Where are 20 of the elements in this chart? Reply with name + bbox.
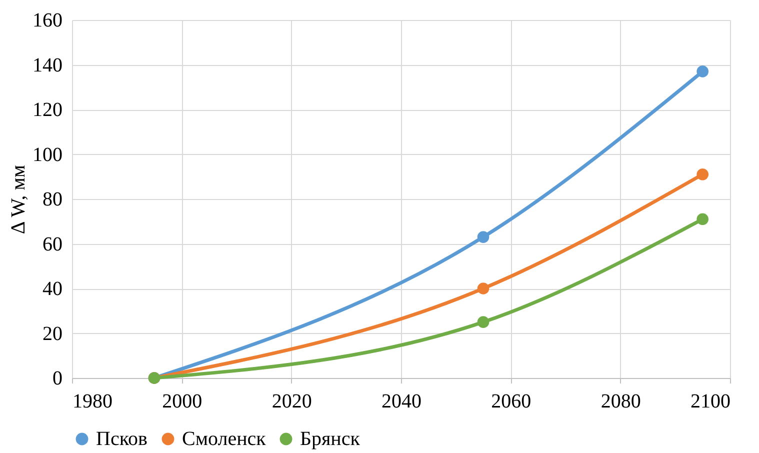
y-axis-title: Δ W, мм — [8, 164, 30, 234]
y-tick-label: 100 — [32, 144, 62, 166]
legend-label: Псков — [96, 428, 148, 450]
y-tick-label: 140 — [32, 54, 62, 76]
x-tick-label: 2000 — [162, 390, 202, 412]
y-tick-label: 120 — [32, 99, 62, 121]
y-tick-label: 80 — [42, 188, 62, 210]
y-tick-label: 40 — [42, 278, 62, 300]
x-tick-label: 2100 — [690, 390, 730, 412]
legend-label: Брянск — [300, 428, 360, 450]
y-tick-label: 20 — [42, 322, 62, 345]
legend-label: Смоленск — [182, 428, 266, 450]
x-tick-label: 2080 — [600, 390, 641, 412]
y-tick-label: 0 — [52, 368, 62, 390]
x-tick-label: 2020 — [272, 390, 312, 412]
x-tick-label: 2040 — [382, 390, 422, 412]
y-tick-label: 160 — [32, 10, 62, 32]
x-tick-label: 1980 — [72, 390, 112, 412]
y-tick-label: 60 — [42, 233, 62, 256]
x-tick-label: 2060 — [491, 390, 532, 412]
